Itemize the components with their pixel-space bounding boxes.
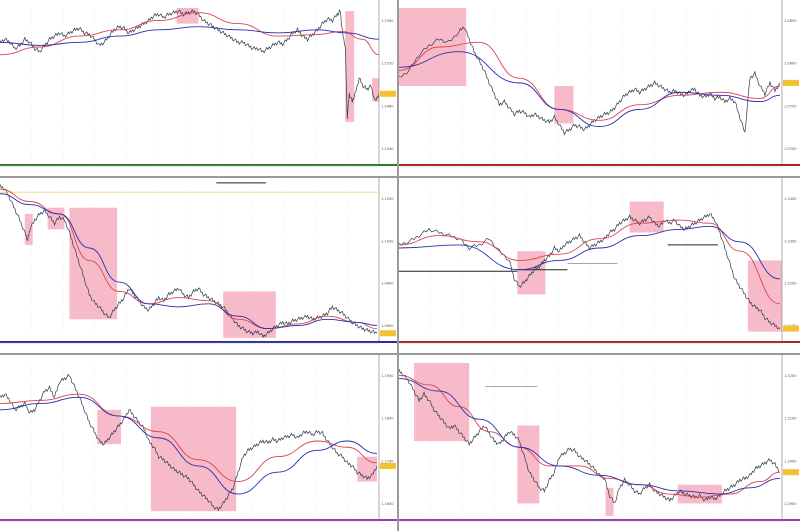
highlight-zone [605, 487, 614, 516]
last-price-tag [783, 469, 799, 476]
y-tick-label: 1.0800 [784, 62, 797, 66]
y-tick-label: 1.1900 [381, 374, 394, 378]
y-tick-label: 1.1700 [381, 459, 394, 463]
highlight-zone [414, 363, 470, 441]
y-tick-label: 1.3200 [784, 374, 797, 378]
highlight-zone [629, 201, 664, 233]
y-tick-label: 1.3000 [784, 459, 797, 463]
y-tick-label: 1.3300 [784, 239, 797, 243]
highlight-zone [357, 456, 378, 482]
chart-panel-2: 1.0850 1.0800 1.0750 1.0700 [399, 0, 800, 176]
last-price-tag [783, 325, 799, 332]
highlight-zone [517, 425, 540, 504]
last-price-tag [783, 79, 799, 86]
chart-panel-3: 1.1200 1.1000 1.0800 1.0600 [0, 178, 397, 353]
y-tick-label: 1.2900 [784, 502, 797, 506]
chart-svg-2: 1.0850 1.0800 1.0750 1.0700 [399, 0, 800, 167]
ma-slow-line [399, 225, 781, 280]
ma-fast-line [399, 375, 781, 498]
y-tick-label: 1.2440 [381, 147, 394, 151]
highlight-zone [345, 11, 355, 122]
last-price-tag [380, 462, 396, 469]
ma-fast-line [0, 393, 378, 483]
highlight-zone [97, 409, 122, 445]
price-series [399, 26, 781, 136]
y-tick-label: 1.0800 [381, 282, 394, 286]
y-tick-label: 1.1000 [381, 239, 394, 243]
highlight-zone [372, 78, 379, 102]
price-series [399, 213, 781, 330]
y-tick-label: 1.1200 [381, 197, 394, 201]
last-price-tag [380, 330, 396, 337]
session-strip [399, 164, 800, 166]
chart-svg-6: 1.3200 1.3100 1.3000 1.2900 [399, 355, 800, 522]
highlight-zone [69, 207, 118, 320]
ma-fast-line [0, 188, 378, 330]
y-tick-label: 1.0700 [784, 147, 797, 151]
session-strip [399, 341, 800, 343]
ma-fast-line [0, 12, 380, 56]
y-tick-label: 1.0850 [784, 19, 797, 23]
ma-slow-line [399, 378, 780, 495]
chart-svg-5: 1.1900 1.1800 1.1700 1.1600 [0, 355, 397, 522]
horizontal-divider-top [0, 176, 800, 178]
price-series [0, 8, 380, 120]
y-tick-label: 1.0750 [784, 104, 797, 108]
ma-fast-line [399, 219, 781, 305]
session-strip [0, 519, 397, 521]
y-tick-label: 1.3400 [784, 197, 797, 201]
last-price-tag [380, 90, 396, 97]
highlight-zone [399, 8, 467, 86]
highlight-zone [24, 213, 33, 245]
chart-svg-3: 1.1200 1.1000 1.0800 1.0600 [0, 178, 397, 344]
ma-slow-line [0, 396, 378, 495]
highlight-zone [554, 86, 574, 124]
chart-svg-1: 1.2560 1.2520 1.2480 1.2440 [0, 0, 397, 167]
y-tick-label: 1.3200 [784, 282, 797, 286]
vertical-divider [397, 0, 399, 531]
ma-slow-line [399, 51, 781, 128]
y-tick-label: 1.2480 [381, 104, 394, 108]
session-strip [0, 341, 397, 343]
y-tick-label: 1.1600 [381, 502, 394, 506]
ma-slow-line [0, 193, 378, 330]
y-tick-label: 1.3100 [784, 417, 797, 421]
price-series [0, 184, 378, 339]
ma-fast-line [399, 41, 781, 121]
session-strip [399, 519, 800, 521]
chart-panel-5: 1.1900 1.1800 1.1700 1.1600 [0, 355, 397, 531]
y-tick-label: 1.0600 [381, 324, 394, 328]
y-tick-label: 1.2560 [381, 19, 394, 23]
ma-slow-line [0, 26, 380, 46]
chart-panel-6: 1.3200 1.3100 1.3000 1.2900 [399, 355, 800, 531]
session-strip [0, 164, 397, 166]
price-series [399, 368, 781, 503]
chart-panel-1: 1.2560 1.2520 1.2480 1.2440 [0, 0, 397, 176]
y-tick-label: 1.2520 [381, 62, 394, 66]
highlight-zone [747, 260, 782, 332]
horizontal-divider-bottom [0, 353, 800, 355]
y-tick-label: 1.1800 [381, 417, 394, 421]
price-series [0, 373, 378, 512]
highlight-zone [176, 8, 199, 24]
